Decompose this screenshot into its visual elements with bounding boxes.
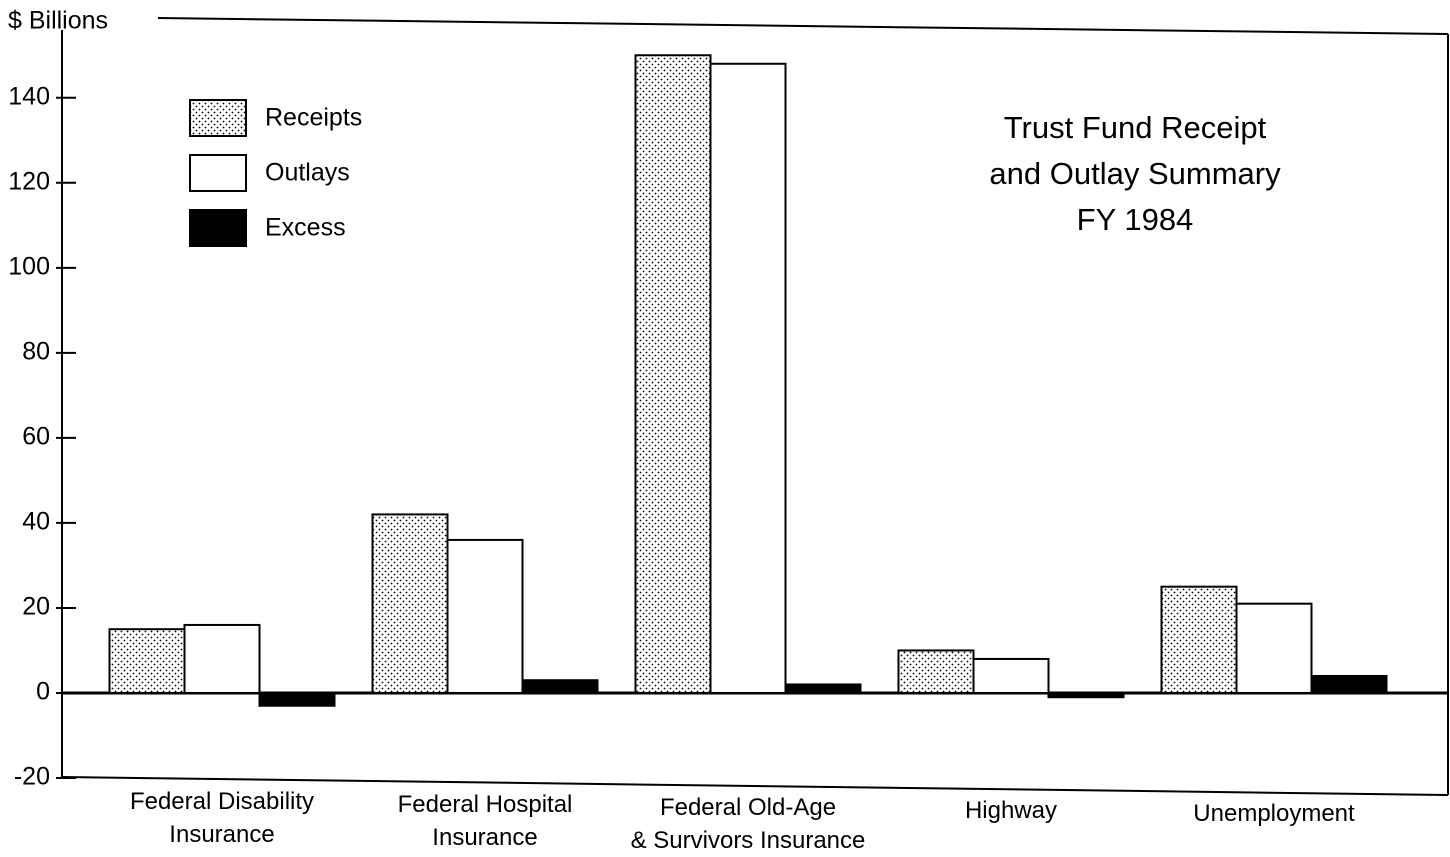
x-tick-label: Highway	[964, 797, 1058, 824]
y-tick-label: 20	[22, 593, 50, 621]
legend-swatch	[189, 99, 247, 137]
x-tick-label: Federal Hospital Insurance	[397, 791, 573, 851]
bar	[784, 683, 862, 694]
frame-top	[157, 17, 1449, 35]
bar	[521, 679, 599, 694]
y-tick-label: -20	[14, 763, 50, 791]
bar	[1310, 674, 1388, 694]
legend-label: Outlays	[265, 159, 350, 187]
legend-swatch	[189, 209, 247, 247]
bar	[371, 513, 449, 694]
bar	[446, 538, 524, 694]
y-tick-label: 0	[36, 678, 50, 706]
bar	[897, 649, 975, 694]
bar	[1047, 691, 1125, 699]
chart-title: Trust Fund Receipt and Outlay Summary FY…	[989, 110, 1281, 237]
y-axis-label: $ Billions	[8, 7, 108, 35]
bar	[1235, 602, 1313, 694]
legend-label: Excess	[265, 214, 346, 242]
bar	[634, 54, 712, 694]
x-tick-label: Federal Old-Age & Survivors Insurance	[630, 794, 866, 854]
bar	[258, 691, 336, 707]
bar	[1160, 585, 1238, 694]
legend-label: Receipts	[265, 104, 362, 132]
bar	[972, 657, 1050, 694]
bar	[709, 62, 787, 694]
y-tick-label: 80	[22, 337, 50, 365]
y-tick-label: 140	[8, 82, 50, 110]
x-tick-label: Unemployment	[1193, 800, 1355, 827]
y-tick-label: 60	[22, 422, 50, 450]
x-tick-label: Federal Disability Insurance	[129, 788, 315, 848]
bar	[183, 623, 261, 694]
y-tick-label: 40	[22, 508, 50, 536]
frame-bottom	[61, 776, 1449, 796]
bar	[108, 628, 186, 694]
y-tick-label: 120	[8, 167, 50, 195]
y-tick-label: 100	[8, 252, 50, 280]
legend-swatch	[189, 154, 247, 192]
